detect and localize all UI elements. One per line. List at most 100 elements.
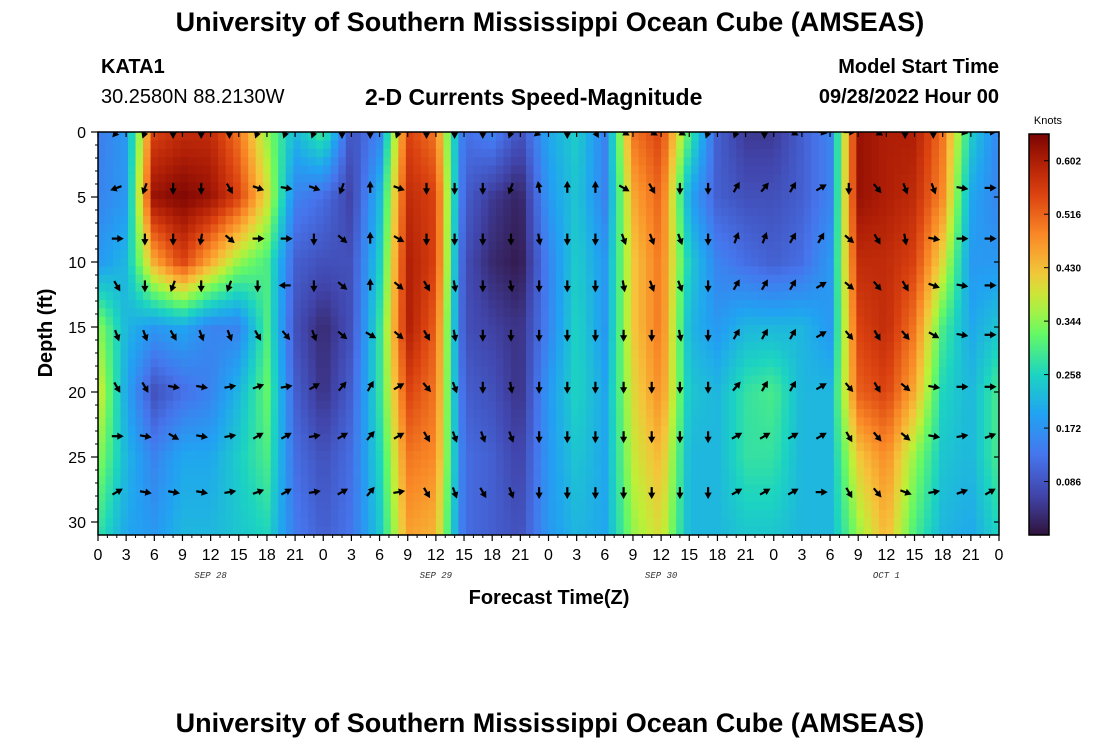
heatmap-cell [916, 190, 925, 200]
heatmap-cell [480, 375, 490, 385]
heatmap-cell [848, 392, 857, 402]
heatmap-cell [556, 383, 565, 393]
heatmap-cell [338, 383, 347, 393]
heatmap-cell [120, 476, 129, 486]
heatmap-cell [413, 392, 422, 402]
heatmap-cell [691, 308, 700, 318]
heatmap-cell [218, 274, 227, 284]
heatmap-cell [916, 392, 925, 402]
heatmap-cell [300, 173, 309, 183]
heatmap-cell [593, 249, 602, 259]
heatmap-cell [991, 434, 999, 444]
heatmap-cell [706, 232, 715, 242]
heatmap-cell [458, 266, 467, 276]
heatmap-cell [608, 459, 617, 469]
heatmap-cell [668, 383, 677, 393]
heatmap-cell [556, 291, 565, 301]
heatmap-cell [661, 182, 670, 192]
heatmap-cell [300, 367, 309, 377]
heatmap-cell [180, 425, 189, 435]
heatmap-cell [503, 291, 512, 301]
heatmap-cell [98, 459, 107, 469]
heatmap-cell [293, 266, 302, 276]
heatmap-cell [420, 291, 429, 301]
heatmap-cell [233, 409, 242, 419]
heatmap-cell [368, 417, 377, 427]
heatmap-cell [203, 207, 212, 217]
heatmap-cell [931, 451, 940, 461]
heatmap-cell [653, 350, 662, 360]
heatmap-cell [338, 451, 347, 461]
heatmap-cell [683, 333, 692, 343]
heatmap-cell [480, 308, 490, 318]
heatmap-cell [871, 350, 880, 360]
heatmap-cell [736, 299, 745, 309]
heatmap-cell [135, 291, 144, 301]
heatmap-cell [893, 299, 902, 309]
heatmap-cell [240, 283, 249, 293]
heatmap-cell [263, 291, 272, 301]
heatmap-cell [923, 266, 933, 276]
heatmap-cell [300, 241, 309, 251]
heatmap-cell [848, 291, 857, 301]
heatmap-cell [413, 157, 422, 167]
heatmap-cell [165, 392, 174, 402]
heatmap-cell [428, 333, 437, 343]
heatmap-cell [458, 333, 467, 343]
heatmap-cell [698, 367, 707, 377]
heatmap-cell [180, 199, 189, 209]
heatmap-cell [796, 249, 805, 259]
heatmap-cell [278, 358, 287, 368]
heatmap-cell [240, 367, 249, 377]
heatmap-cell [525, 232, 535, 242]
heatmap-cell [458, 291, 467, 301]
heatmap-cell [308, 425, 317, 435]
heatmap-cell [143, 325, 152, 335]
heatmap-cell [443, 476, 452, 486]
heatmap-cell [420, 190, 429, 200]
heatmap-cell [803, 199, 812, 209]
heatmap-cell [781, 325, 790, 335]
heatmap-cell [556, 341, 565, 351]
heatmap-cell [330, 442, 339, 452]
heatmap-cell [240, 434, 249, 444]
heatmap-cell [788, 148, 797, 158]
heatmap-cell [593, 459, 602, 469]
heatmap-cell [773, 375, 782, 385]
heatmap-cell [180, 316, 189, 326]
heatmap-cell [315, 165, 324, 175]
heatmap-cell [563, 274, 572, 284]
heatmap-cell [683, 190, 692, 200]
heatmap-cell [916, 442, 925, 452]
heatmap-cell [248, 249, 257, 259]
heatmap-cell [435, 383, 444, 393]
heatmap-cell [991, 148, 999, 158]
heatmap-cell [548, 341, 557, 351]
heatmap-cell [601, 451, 610, 461]
heatmap-cell [233, 291, 242, 301]
heatmap-cell [150, 266, 159, 276]
heatmap-cell [458, 207, 467, 217]
heatmap-cell [923, 199, 933, 209]
heatmap-cell [503, 434, 512, 444]
heatmap-cell [938, 291, 948, 301]
heatmap-cell [863, 358, 872, 368]
heatmap-cell [465, 425, 475, 435]
heatmap-cell [713, 350, 722, 360]
heatmap-cell [293, 409, 302, 419]
heatmap-cell [563, 400, 572, 410]
heatmap-cell [871, 358, 880, 368]
heatmap-cell [923, 425, 933, 435]
heatmap-cell [938, 299, 948, 309]
heatmap-cell [533, 367, 542, 377]
heatmap-cell [728, 199, 737, 209]
heatmap-cell [398, 400, 407, 410]
heatmap-cell [751, 409, 760, 419]
heatmap-cell [976, 241, 985, 251]
heatmap-cell [653, 148, 662, 158]
heatmap-cell [518, 467, 527, 477]
heatmap-cell [518, 383, 527, 393]
heatmap-cell [390, 199, 399, 209]
heatmap-cell [135, 467, 144, 477]
heatmap-cell [593, 375, 602, 385]
